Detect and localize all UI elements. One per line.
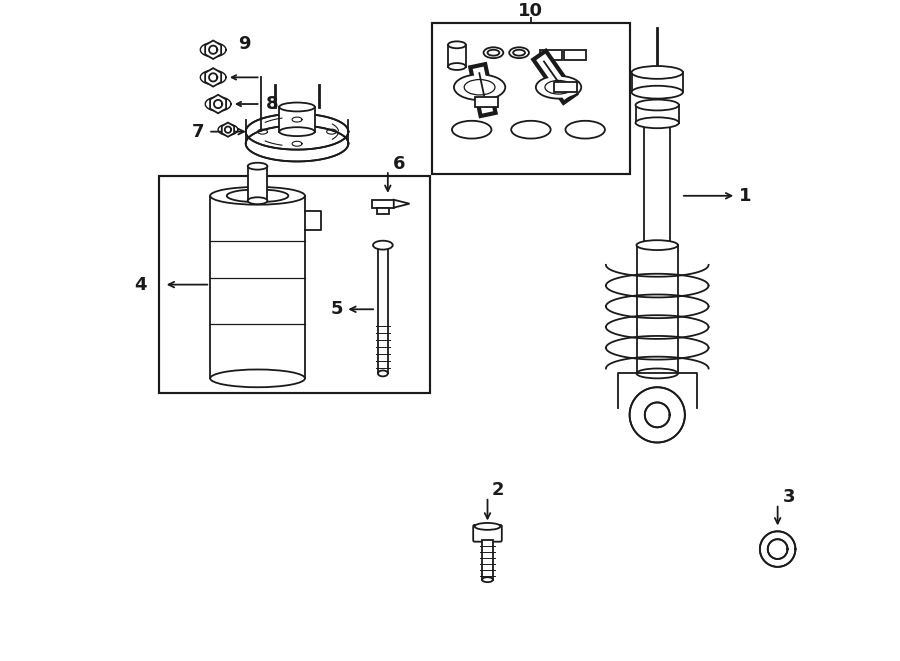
Bar bbox=[279, 107, 315, 132]
Ellipse shape bbox=[211, 369, 305, 387]
Ellipse shape bbox=[635, 100, 679, 110]
Ellipse shape bbox=[448, 42, 466, 48]
Polygon shape bbox=[474, 97, 499, 107]
Polygon shape bbox=[394, 200, 410, 208]
Ellipse shape bbox=[474, 523, 500, 530]
Ellipse shape bbox=[378, 370, 388, 376]
Polygon shape bbox=[205, 40, 221, 59]
Ellipse shape bbox=[482, 577, 493, 582]
Polygon shape bbox=[554, 83, 577, 92]
Ellipse shape bbox=[373, 241, 392, 250]
Bar bbox=[159, 176, 430, 393]
Ellipse shape bbox=[454, 75, 505, 100]
Circle shape bbox=[760, 531, 796, 567]
Bar bbox=[564, 50, 586, 59]
Ellipse shape bbox=[248, 197, 267, 204]
Bar bbox=[632, 73, 683, 92]
Ellipse shape bbox=[636, 368, 678, 378]
Text: 2: 2 bbox=[491, 481, 504, 499]
Ellipse shape bbox=[632, 86, 683, 98]
Ellipse shape bbox=[279, 102, 315, 112]
Ellipse shape bbox=[509, 48, 529, 58]
Ellipse shape bbox=[246, 114, 348, 149]
Bar bbox=[635, 105, 679, 123]
Ellipse shape bbox=[544, 81, 572, 94]
Ellipse shape bbox=[248, 163, 267, 170]
Ellipse shape bbox=[488, 50, 500, 56]
Bar bbox=[482, 540, 493, 580]
Ellipse shape bbox=[483, 48, 503, 58]
Polygon shape bbox=[221, 122, 234, 137]
Text: 7: 7 bbox=[192, 123, 204, 141]
Text: 5: 5 bbox=[331, 300, 344, 319]
Ellipse shape bbox=[635, 118, 679, 128]
Text: 3: 3 bbox=[783, 488, 795, 506]
Text: 6: 6 bbox=[392, 155, 405, 173]
Bar bbox=[644, 123, 670, 275]
Bar bbox=[540, 50, 562, 59]
Ellipse shape bbox=[279, 127, 315, 136]
Bar bbox=[432, 23, 630, 174]
Ellipse shape bbox=[227, 190, 288, 202]
Bar bbox=[372, 200, 394, 208]
Text: 1: 1 bbox=[739, 187, 752, 205]
Polygon shape bbox=[205, 68, 221, 87]
Ellipse shape bbox=[211, 187, 305, 205]
Bar bbox=[448, 45, 466, 67]
Ellipse shape bbox=[464, 79, 495, 95]
Ellipse shape bbox=[452, 121, 491, 139]
Ellipse shape bbox=[632, 66, 683, 79]
Polygon shape bbox=[210, 95, 226, 113]
Bar bbox=[636, 245, 678, 373]
Ellipse shape bbox=[448, 63, 466, 70]
Bar bbox=[378, 245, 388, 373]
Ellipse shape bbox=[246, 126, 348, 161]
Ellipse shape bbox=[536, 76, 581, 98]
Ellipse shape bbox=[513, 50, 525, 56]
Text: 4: 4 bbox=[134, 276, 147, 293]
Ellipse shape bbox=[565, 121, 605, 139]
Text: 9: 9 bbox=[238, 35, 250, 53]
Circle shape bbox=[630, 387, 685, 442]
Text: 10: 10 bbox=[518, 2, 544, 20]
Ellipse shape bbox=[511, 121, 551, 139]
Bar bbox=[377, 208, 389, 214]
FancyBboxPatch shape bbox=[473, 525, 502, 541]
Bar bbox=[248, 166, 267, 201]
Bar bbox=[211, 196, 305, 378]
Text: 8: 8 bbox=[266, 95, 278, 112]
Ellipse shape bbox=[636, 240, 678, 250]
